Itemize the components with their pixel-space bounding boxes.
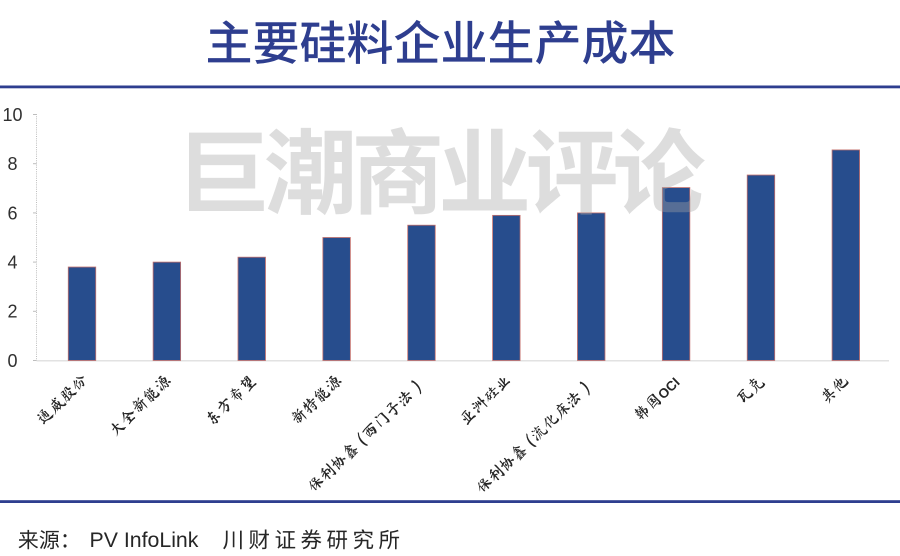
svg-text:8: 8 bbox=[7, 154, 17, 174]
svg-text:10: 10 bbox=[2, 105, 22, 125]
svg-text:4: 4 bbox=[7, 253, 17, 273]
svg-text:PV InfoLink: PV InfoLink bbox=[90, 528, 199, 552]
svg-text:2: 2 bbox=[7, 302, 17, 322]
svg-text:6: 6 bbox=[7, 203, 17, 223]
svg-text:0: 0 bbox=[7, 351, 17, 371]
